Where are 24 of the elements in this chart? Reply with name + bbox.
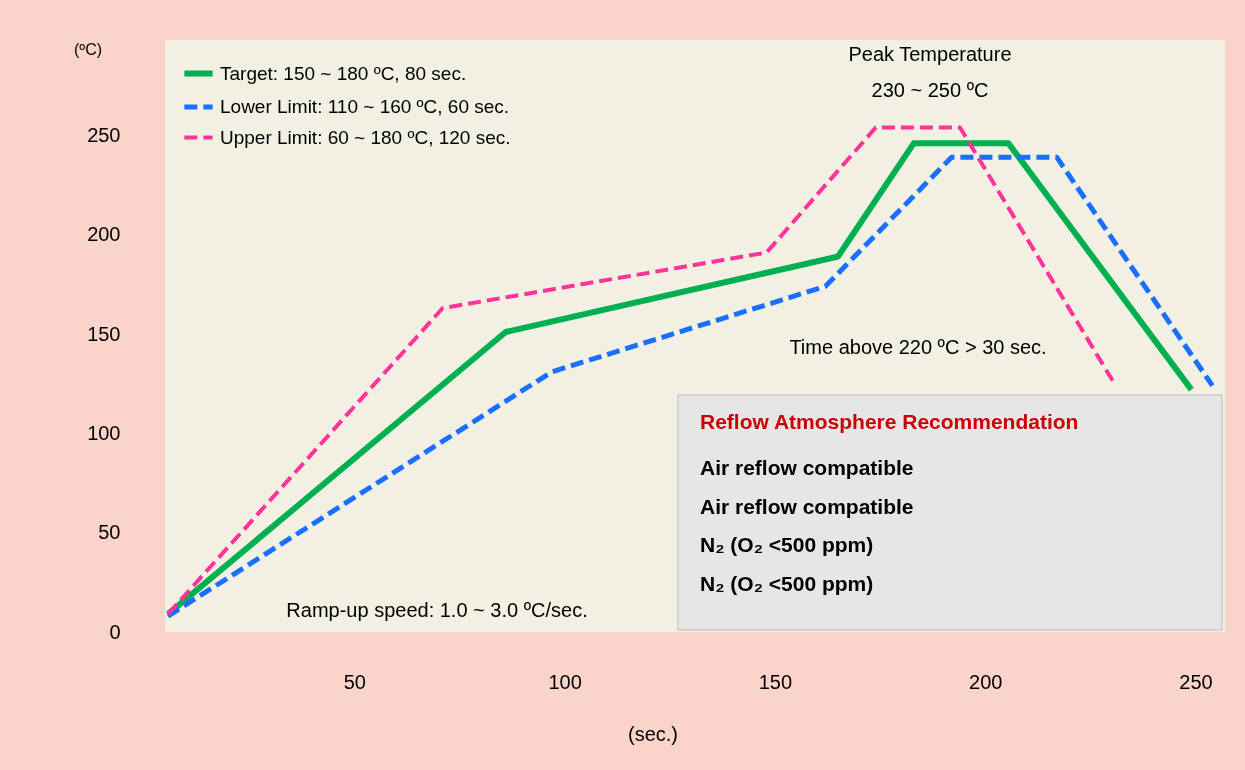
y-tick-label: 100 bbox=[87, 421, 121, 444]
y-axis-title: (ºC) bbox=[73, 41, 103, 58]
x-tick-label: 200 bbox=[969, 670, 1003, 693]
annotation: Ramp-up speed: 1.0 ~ 3.0 ºC/sec. bbox=[286, 599, 588, 621]
y-tick-label: 250 bbox=[87, 123, 121, 146]
y-tick-label: 200 bbox=[87, 223, 121, 246]
annotation: Time above 220 ºC > 30 sec. bbox=[789, 336, 1047, 358]
annotation: Air reflow compatible bbox=[700, 456, 914, 479]
x-tick-label: 150 bbox=[758, 670, 793, 693]
legend-label: Lower Limit: 110 ~ 160 ºC, 60 sec. bbox=[220, 96, 510, 117]
annotation: N₂ (O₂ <500 ppm) bbox=[700, 572, 874, 595]
legend-label: Target: 150 ~ 180 ºC, 80 sec. bbox=[220, 62, 467, 84]
legend-label: Upper Limit: 60 ~ 180 ºC, 120 sec. bbox=[220, 126, 511, 148]
y-tick-label: 50 bbox=[98, 521, 121, 544]
annotation: Air reflow compatible bbox=[700, 495, 914, 518]
x-tick-label: 50 bbox=[343, 670, 366, 693]
x-tick-label: 100 bbox=[548, 670, 582, 693]
y-tick-label: 0 bbox=[109, 620, 121, 643]
x-tick-label: 250 bbox=[1179, 670, 1213, 693]
y-tick-label: 150 bbox=[87, 322, 121, 345]
annotation: Peak Temperature 230 ~ 250 ºC bbox=[848, 43, 1012, 101]
annotation: N₂ (O₂ <500 ppm) bbox=[700, 533, 874, 556]
annotation: Reflow Atmosphere Recommendation bbox=[700, 410, 1079, 433]
x-axis-title: (sec.) bbox=[628, 723, 678, 745]
